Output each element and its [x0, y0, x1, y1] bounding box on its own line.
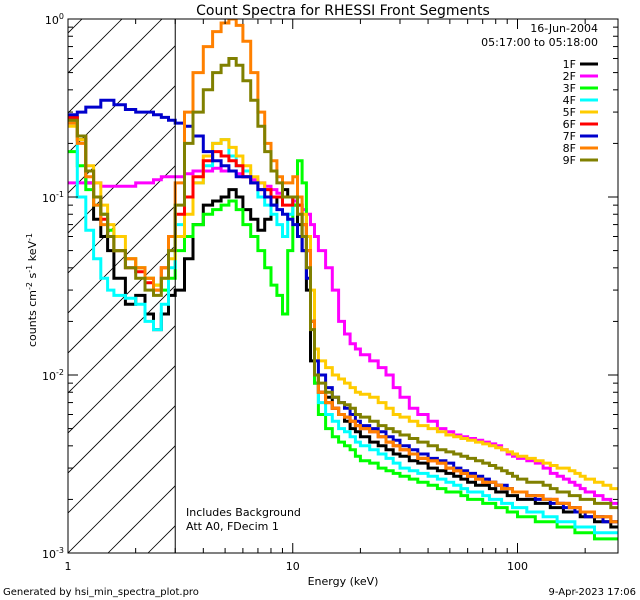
y-tick-label: 100 — [45, 12, 64, 27]
legend-label-2f: 2F — [563, 70, 576, 83]
axes: 1 10 100 10-3 10-2 10-1 100 — [42, 12, 619, 573]
legend-label-1f: 1F — [563, 58, 576, 71]
legend-label-4f: 4F — [563, 94, 576, 107]
hatch-line — [68, 45, 176, 154]
x-tick-label: 10 — [286, 560, 300, 573]
hatch-line — [228, 0, 640, 553]
y-tick-label: 10-3 — [42, 546, 64, 561]
hatch-line — [68, 19, 83, 34]
hatch-line — [107, 485, 176, 553]
low-energy-hatch-region — [0, 0, 640, 553]
series-line-9f — [68, 57, 618, 510]
y-tick-label: 10-2 — [42, 368, 64, 383]
hatch-line — [0, 0, 28, 553]
legend-label-6f: 6F — [563, 118, 576, 131]
plot-frame — [67, 18, 619, 554]
footer-timestamp: 9-Apr-2023 17:06 — [549, 587, 636, 598]
legend-label-9f: 9F — [563, 154, 576, 167]
x-tick-label: 1 — [65, 560, 72, 573]
hatch-line — [68, 365, 176, 474]
series-line-8f — [68, 19, 618, 524]
date-label: 16-Jun-2004 — [530, 22, 598, 35]
hatch-line — [68, 205, 176, 314]
hatch-line — [68, 19, 163, 114]
hatch-line — [68, 19, 123, 74]
y-tick-label: 10-1 — [42, 190, 64, 205]
series-line-5f — [68, 124, 618, 491]
hatch-line — [68, 245, 176, 354]
legend-label-5f: 5F — [563, 106, 576, 119]
annotation-background: Includes Background — [186, 506, 301, 519]
hatch-line — [68, 125, 176, 234]
y-axis-label: counts cm-2 s-1 keV-1 — [25, 233, 39, 347]
series-line-2f — [68, 166, 618, 505]
time-range-label: 05:17:00 to 05:18:00 — [481, 36, 598, 49]
hatch-line — [68, 445, 176, 553]
footer-generated-by: Generated by hsi_min_spectra_plot.pro — [3, 587, 199, 598]
legend-label-7f: 7F — [563, 130, 576, 143]
annotation-attenuator: Att A0, FDecim 1 — [186, 520, 279, 533]
series-group — [68, 19, 618, 541]
hatch-line — [68, 285, 176, 394]
hatch-line — [68, 325, 176, 434]
hatch-line — [68, 85, 176, 194]
legend-label-3f: 3F — [563, 82, 576, 95]
x-axis-label: Energy (keV) — [308, 575, 379, 588]
x-tick-label: 100 — [507, 560, 528, 573]
chart-title: Count Spectra for RHESSI Front Segments — [196, 3, 490, 19]
series-line-4f — [68, 121, 618, 535]
legend-label-8f: 8F — [563, 142, 576, 155]
hatch-line — [68, 405, 176, 514]
